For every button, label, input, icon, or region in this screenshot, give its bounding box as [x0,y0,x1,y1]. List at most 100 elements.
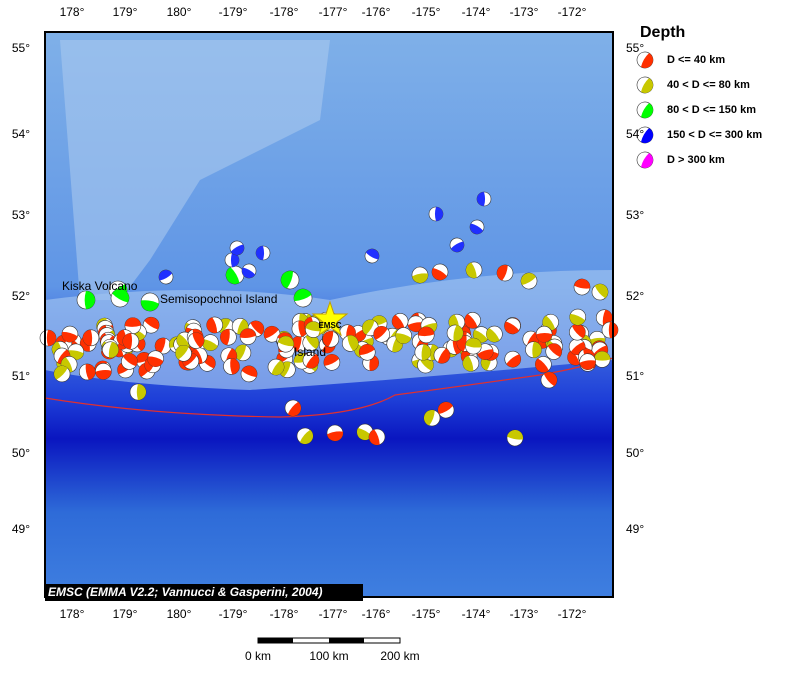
beachball [95,363,112,380]
beachball [267,358,285,376]
beachball-quadrant [497,265,508,281]
beachball-quadrant [453,325,464,341]
beachball-quadrant [438,402,453,414]
beachball-quadrant [281,271,294,289]
beachball [229,240,245,256]
beachball [78,363,96,381]
beachball-quadrant [294,289,312,302]
lon-label: -179° [219,5,248,19]
beachball [535,356,552,373]
beachball-quadrant [136,384,146,400]
beachball-quadrant [322,331,334,347]
beachball [129,383,147,401]
beachball-quadrant [175,345,189,360]
beachball-quadrant [477,349,494,360]
lon-label: -173° [510,5,539,19]
beachball [206,316,223,334]
lat-label: 54° [626,127,644,141]
lon-label: -172° [558,5,587,19]
beachball-quadrant [83,329,93,346]
beachball-quadrant [407,322,424,332]
lon-label: -175° [412,5,441,19]
lon-label: -173° [510,607,539,621]
beachball [358,343,376,361]
beachball [636,126,654,144]
beachball-quadrant [147,356,164,367]
beachball [220,328,237,346]
lon-label: -172° [558,607,587,621]
beachball [504,350,522,368]
beachball-quadrant [159,270,173,281]
beachball-quadrant [176,334,190,348]
beachball-quadrant [504,321,520,334]
legend-label: D <= 40 km [667,54,725,66]
beachball [446,324,464,342]
beachball-quadrant [357,428,372,440]
beachball-quadrant [641,78,653,93]
lon-label: -177° [319,5,348,19]
beachball [241,263,257,279]
beachball [364,248,380,264]
lon-label: -179° [219,607,248,621]
beachball [124,317,142,334]
beachball-quadrant [434,207,443,221]
credit-box [45,584,363,601]
beachball-quadrant [543,372,557,387]
beachball [110,288,130,308]
lat-label: 51° [12,369,30,383]
beachball-quadrant [395,333,412,344]
beachball-quadrant [271,360,284,376]
lat-label: 54° [12,127,30,141]
beachball [175,344,192,362]
beachball-quadrant [277,336,294,347]
beachball-quadrant [424,410,435,426]
beachball [67,343,85,361]
beachball-quadrant [421,344,431,361]
beachball-quadrant [305,334,319,350]
beachball [255,245,271,261]
beachball [595,309,613,327]
beachball [506,429,524,447]
beachball [391,313,409,330]
beachball [158,269,174,285]
beachball-quadrant [84,291,95,309]
beachball [496,264,514,282]
lon-label: -177° [319,607,348,621]
beachball [223,358,240,375]
beachball-quadrant [230,244,244,255]
beachball-quadrant [569,313,586,326]
beachball [76,290,96,310]
beachball-quadrant [46,330,56,346]
beachball [326,424,344,442]
beachball [423,409,441,427]
scale-label: 200 km [380,649,419,663]
beachball-quadrant [124,317,141,327]
beachball-quadrant [450,241,464,252]
lon-label: 179° [113,607,138,621]
beachball [417,326,435,344]
beachball-quadrant [206,317,218,333]
lat-label: 55° [626,41,644,55]
beachball [234,344,252,362]
beachball-quadrant [122,333,133,350]
lat-label: 49° [12,522,30,536]
beachball [591,283,609,301]
beachball [601,321,619,339]
beachball-quadrant [392,314,405,330]
beachball [53,365,71,383]
beachball [535,325,553,343]
beachball [449,237,465,253]
beachball-quadrant [365,249,379,260]
beachball-quadrant [155,337,166,354]
beachball [373,325,390,343]
beachball [368,428,386,446]
beachball [465,337,482,355]
beachball [277,335,295,353]
lat-label: 50° [626,446,644,460]
legend-label: D > 300 km [667,154,725,166]
beachball [464,312,481,329]
beachball-quadrant [412,273,428,283]
beachball-quadrant [305,321,322,332]
beachball-quadrant [230,358,240,375]
legend-title: Depth [640,24,685,41]
